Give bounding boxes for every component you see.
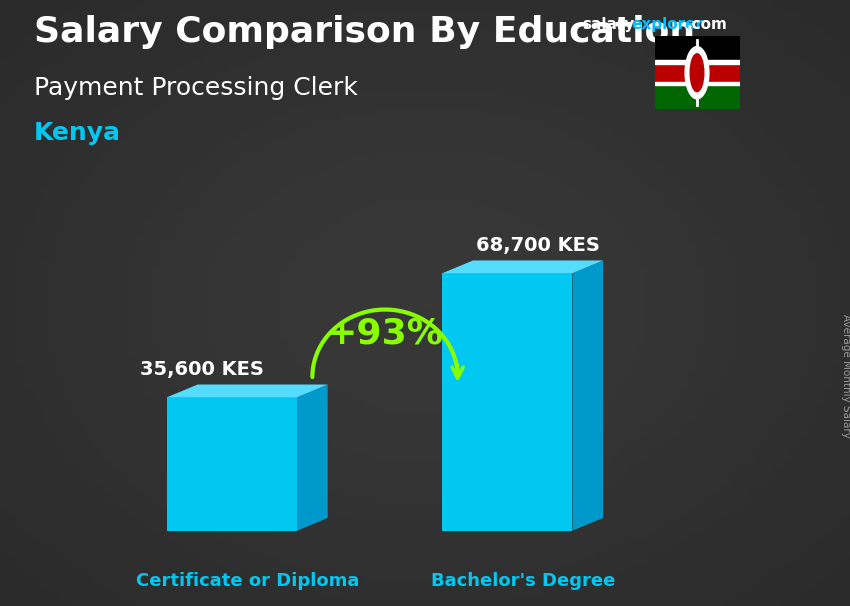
Text: Average Monthly Salary: Average Monthly Salary xyxy=(841,314,850,438)
Polygon shape xyxy=(573,261,604,531)
Polygon shape xyxy=(442,273,573,531)
Bar xyxy=(654,61,740,85)
Ellipse shape xyxy=(685,47,709,99)
Polygon shape xyxy=(167,385,327,398)
Text: .com: .com xyxy=(687,17,728,32)
Text: explorer: explorer xyxy=(632,17,704,32)
Polygon shape xyxy=(442,261,604,273)
Polygon shape xyxy=(167,398,298,531)
Polygon shape xyxy=(298,385,327,531)
Text: Certificate or Diploma: Certificate or Diploma xyxy=(136,572,359,590)
Text: 68,700 KES: 68,700 KES xyxy=(476,236,600,255)
Text: +93%: +93% xyxy=(326,316,444,350)
Bar xyxy=(654,36,740,61)
Ellipse shape xyxy=(690,54,704,92)
Bar xyxy=(654,60,740,64)
Text: Salary Comparison By Education: Salary Comparison By Education xyxy=(34,15,695,49)
Text: Bachelor's Degree: Bachelor's Degree xyxy=(431,572,615,590)
Text: Payment Processing Clerk: Payment Processing Clerk xyxy=(34,76,358,100)
Bar xyxy=(654,85,740,109)
Bar xyxy=(654,82,740,85)
Text: 35,600 KES: 35,600 KES xyxy=(139,360,264,379)
Text: salary: salary xyxy=(582,17,635,32)
Text: Kenya: Kenya xyxy=(34,121,121,145)
